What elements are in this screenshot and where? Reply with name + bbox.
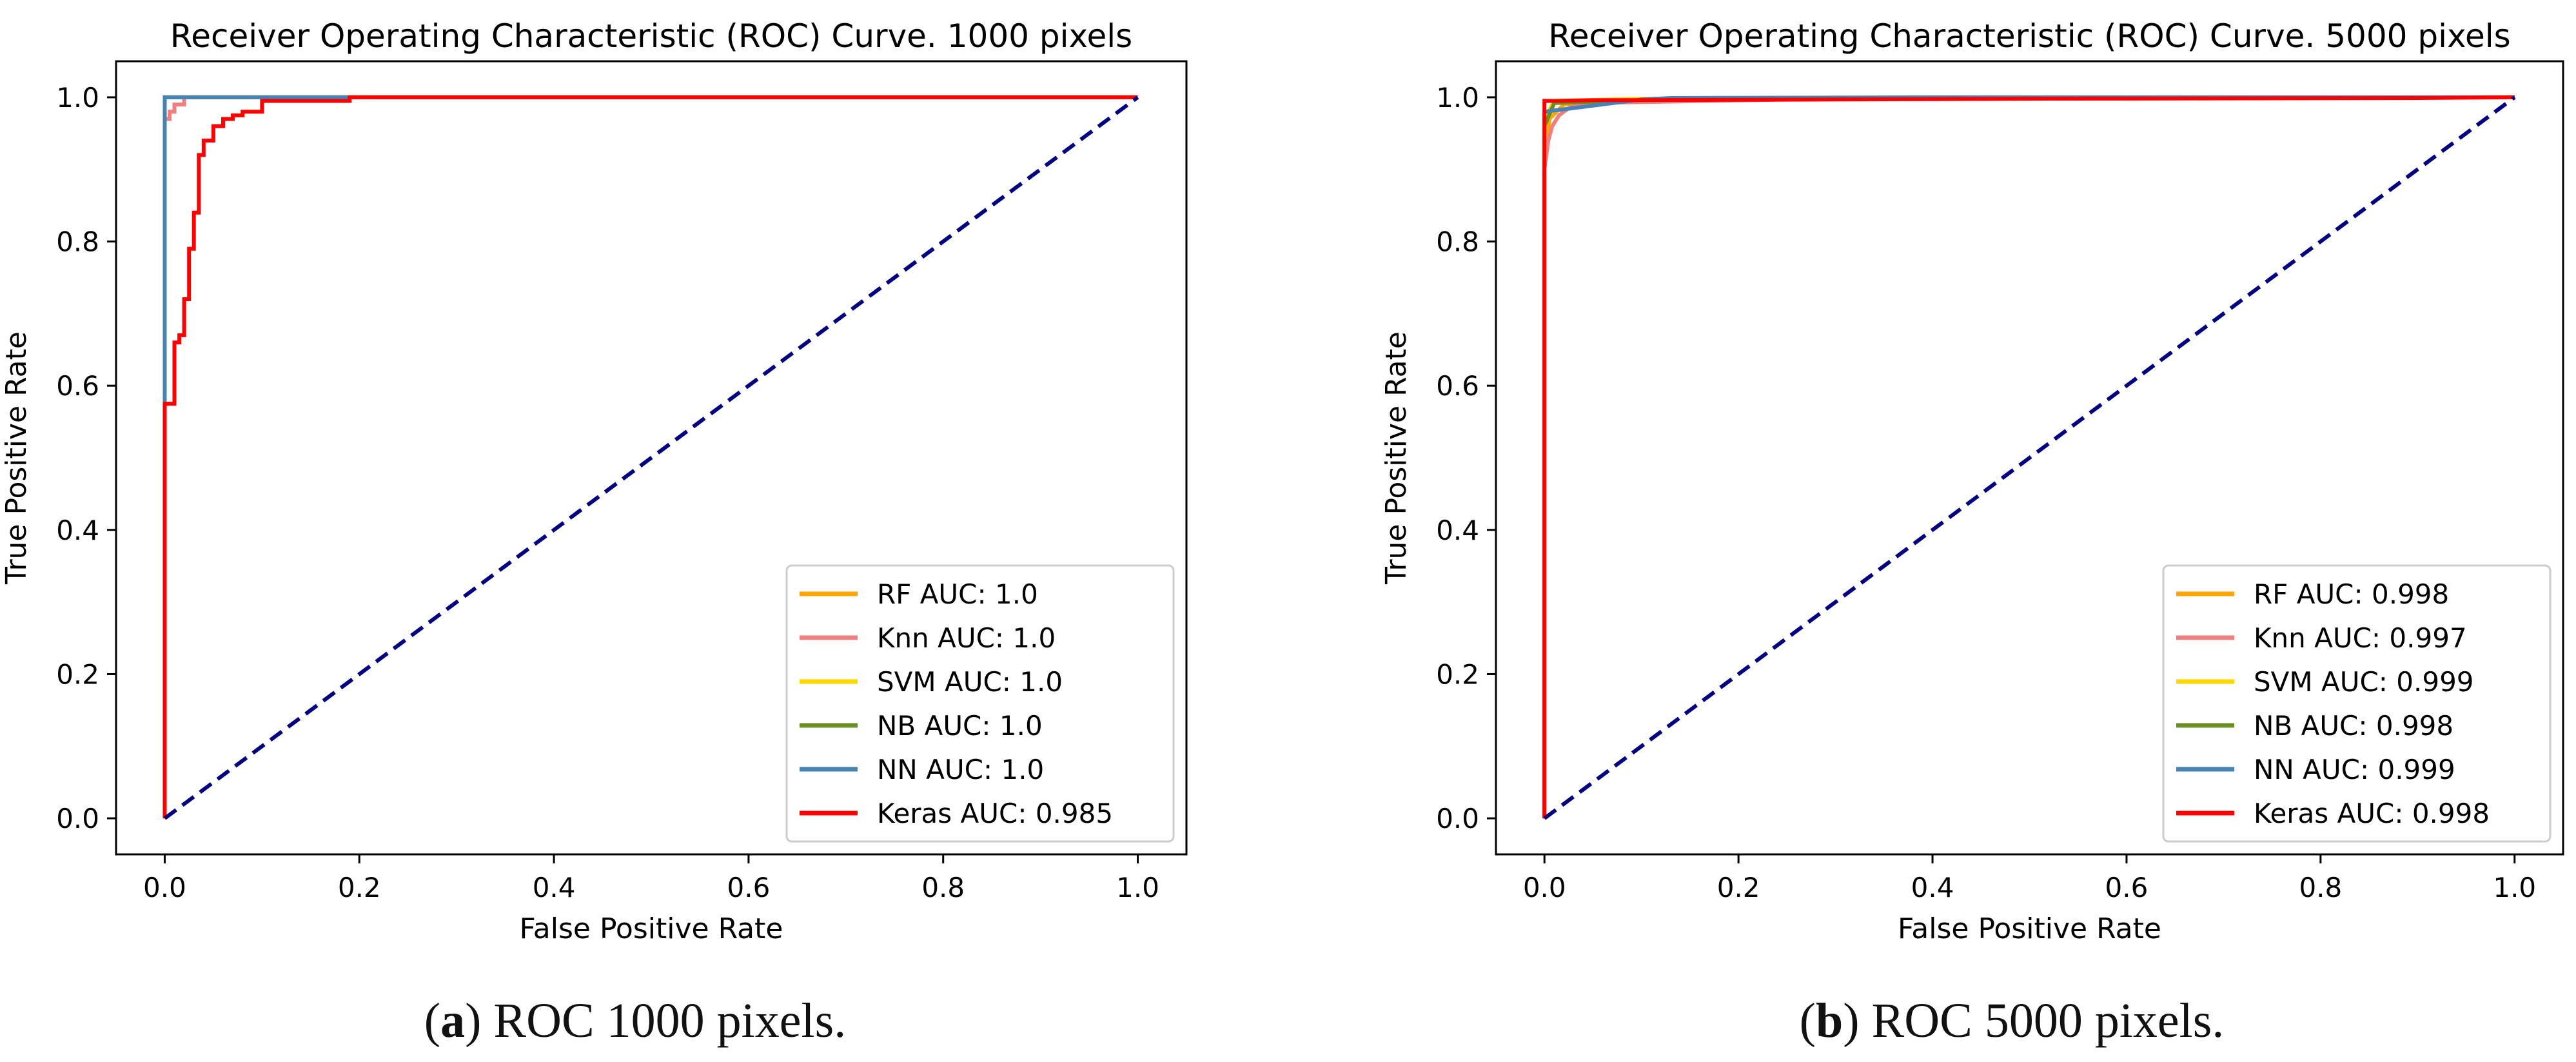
series-group <box>162 95 1139 820</box>
y-tick-label: 0.2 <box>56 658 99 690</box>
legend-entry: Knn AUC: 0.997 <box>2254 622 2467 654</box>
legend-entry: SVM AUC: 1.0 <box>877 666 1063 698</box>
x-tick-label: 0.6 <box>727 872 771 903</box>
chance-diagonal <box>163 95 1139 820</box>
x-axis-label: False Positive Rate <box>520 912 783 945</box>
y-tick-label: 0.8 <box>1436 226 1479 258</box>
y-axis-label: True Positive Rate <box>1380 331 1413 585</box>
x-axis-label: False Positive Rate <box>1898 912 2161 945</box>
roc-panel-b: Receiver Operating Characteristic (ROC) … <box>1380 17 2564 945</box>
chart-title: Receiver Operating Characteristic (ROC) … <box>170 17 1132 55</box>
plot-frame <box>115 60 1188 856</box>
caption-b: (b) ROC 5000 pixels. <box>1799 994 2225 1048</box>
y-tick-label: 0.4 <box>56 515 99 546</box>
caption-a-label: a <box>440 994 466 1048</box>
caption-b-text: ROC 5000 pixels. <box>1859 994 2225 1048</box>
legend-entry: SVM AUC: 0.999 <box>2254 666 2474 698</box>
legend-entry: NB AUC: 1.0 <box>877 710 1043 742</box>
x-tick-label: 0.0 <box>143 872 186 903</box>
legend-entry: NN AUC: 1.0 <box>877 754 1044 785</box>
caption-a: (a) ROC 1000 pixels. <box>424 994 847 1048</box>
legend-entry: Knn AUC: 1.0 <box>877 622 1056 654</box>
legend-entry: NB AUC: 0.998 <box>2254 710 2453 742</box>
roc-panel-a: Receiver Operating Characteristic (ROC) … <box>0 17 1188 945</box>
y-tick-label: 0.2 <box>1436 658 1479 690</box>
y-tick-label: 1.0 <box>56 82 99 113</box>
x-tick-label: 0.8 <box>2299 872 2342 903</box>
y-tick-label: 0.0 <box>1436 803 1479 834</box>
plot-frame <box>1495 60 2564 856</box>
legend-entry: RF AUC: 0.998 <box>2254 578 2449 610</box>
y-tick-label: 0.8 <box>56 226 99 258</box>
roc-curve-keras <box>1542 95 2515 819</box>
legend-entry: NN AUC: 0.999 <box>2254 754 2455 785</box>
legend-box <box>2162 564 2551 843</box>
y-tick-label: 0.6 <box>1436 370 1479 402</box>
legend-entry: Keras AUC: 0.985 <box>877 798 1113 829</box>
y-tick-label: 1.0 <box>1436 82 1479 113</box>
y-axis-label: True Positive Rate <box>0 331 33 585</box>
y-tick-label: 0.6 <box>56 370 99 402</box>
legend-entry: Keras AUC: 0.998 <box>2254 798 2490 829</box>
x-tick-label: 0.0 <box>1523 872 1566 903</box>
legend-entry: RF AUC: 1.0 <box>877 578 1038 610</box>
y-tick-label: 0.0 <box>56 803 99 834</box>
x-tick-label: 0.4 <box>533 872 576 903</box>
legend-box <box>785 564 1175 843</box>
x-tick-label: 0.2 <box>338 872 381 903</box>
chart-title: Receiver Operating Characteristic (ROC) … <box>1548 17 2510 55</box>
x-tick-label: 0.2 <box>1717 872 1760 903</box>
x-tick-label: 0.4 <box>1911 872 1954 903</box>
x-tick-label: 1.0 <box>1116 872 1159 903</box>
chance-diagonal <box>1543 95 2516 820</box>
y-tick-label: 0.4 <box>1436 515 1479 546</box>
x-tick-label: 0.6 <box>2105 872 2148 903</box>
caption-b-label: b <box>1815 994 1844 1048</box>
x-tick-label: 1.0 <box>2493 872 2536 903</box>
x-tick-label: 0.8 <box>921 872 965 903</box>
roc-curve-keras <box>162 95 1138 819</box>
series-group <box>1542 95 2516 820</box>
caption-a-text: ROC 1000 pixels. <box>481 994 847 1048</box>
